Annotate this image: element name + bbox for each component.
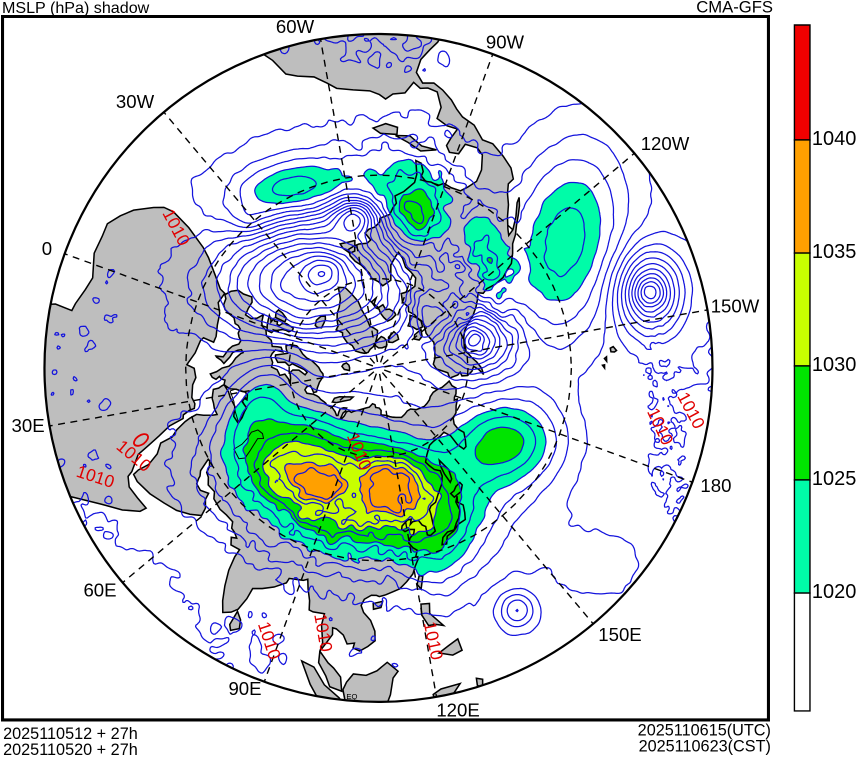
svg-text:MSLP (hPa) shadow: MSLP (hPa) shadow	[2, 0, 150, 17]
svg-text:2025110615(UTC): 2025110615(UTC)	[638, 722, 771, 740]
svg-text:2025110520 + 27h: 2025110520 + 27h	[3, 741, 138, 758]
svg-text:2025110512 + 27h: 2025110512 + 27h	[3, 725, 138, 743]
svg-text:180: 180	[700, 475, 731, 496]
svg-text:30W: 30W	[116, 91, 155, 112]
svg-text:1025: 1025	[812, 468, 856, 490]
svg-text:EQ: EQ	[346, 692, 357, 701]
svg-text:30E: 30E	[12, 415, 45, 436]
svg-text:CMA-GFS: CMA-GFS	[696, 0, 773, 16]
svg-text:90E: 90E	[228, 678, 261, 699]
svg-text:1030: 1030	[812, 354, 856, 376]
svg-text:0: 0	[42, 238, 52, 259]
svg-text:60W: 60W	[276, 16, 315, 37]
svg-text:60E: 60E	[83, 580, 116, 601]
svg-text:1040: 1040	[812, 128, 856, 150]
svg-text:1035: 1035	[812, 241, 856, 263]
svg-text:150E: 150E	[598, 624, 641, 645]
svg-text:90W: 90W	[486, 32, 525, 53]
svg-text:120W: 120W	[641, 133, 690, 154]
svg-text:1020: 1020	[812, 581, 856, 603]
svg-text:2025110623(CST): 2025110623(CST)	[639, 738, 771, 756]
svg-text:120E: 120E	[436, 700, 479, 721]
svg-text:150W: 150W	[711, 296, 760, 317]
